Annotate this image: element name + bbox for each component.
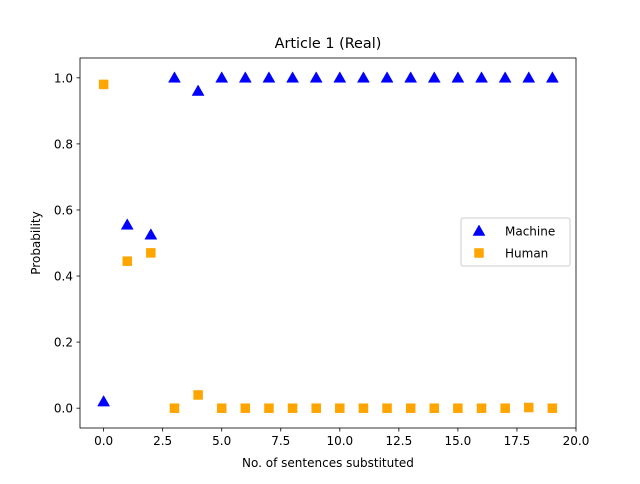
x-tick-label: 15.0 bbox=[445, 434, 472, 448]
machine-point bbox=[191, 84, 205, 96]
machine-point bbox=[309, 71, 323, 83]
series-machine bbox=[97, 71, 559, 407]
legend-human-label: Human bbox=[505, 247, 548, 261]
machine-point bbox=[451, 71, 465, 83]
x-tick-label: 2.5 bbox=[153, 434, 172, 448]
y-tick-label: 0.8 bbox=[54, 137, 73, 151]
x-tick-label: 12.5 bbox=[385, 434, 412, 448]
human-point bbox=[216, 403, 227, 413]
human-point bbox=[146, 248, 156, 258]
machine-point bbox=[356, 71, 370, 83]
x-axis: 0.0 2.5 5.0 7.5 10.0 12.5 15.0 17.5 20.0 bbox=[94, 428, 589, 448]
machine-point bbox=[97, 395, 111, 407]
legend-machine-marker bbox=[472, 224, 486, 236]
human-point bbox=[335, 403, 345, 413]
human-point bbox=[311, 403, 321, 413]
y-tick-label: 1.0 bbox=[54, 71, 73, 85]
machine-point bbox=[168, 71, 181, 83]
machine-point bbox=[427, 71, 441, 83]
machine-point bbox=[498, 71, 512, 83]
machine-point bbox=[144, 228, 158, 240]
machine-point bbox=[522, 71, 536, 83]
x-tick-label: 20.0 bbox=[563, 434, 590, 448]
x-tick-label: 5.0 bbox=[212, 434, 231, 448]
machine-point bbox=[120, 218, 134, 230]
x-tick-label: 7.5 bbox=[271, 434, 290, 448]
human-point bbox=[264, 403, 274, 413]
human-point bbox=[287, 403, 298, 413]
y-tick-label: 0.4 bbox=[54, 270, 73, 284]
machine-point bbox=[333, 71, 347, 83]
y-axis: 0.0 0.2 0.4 0.6 0.8 1.0 bbox=[54, 71, 80, 416]
human-point bbox=[122, 256, 132, 266]
human-point bbox=[193, 390, 203, 400]
human-point bbox=[405, 403, 416, 413]
legend-box bbox=[460, 217, 571, 267]
machine-point bbox=[238, 71, 252, 83]
machine-point bbox=[286, 71, 300, 83]
human-point bbox=[453, 403, 463, 413]
human-point bbox=[429, 403, 440, 413]
human-point bbox=[524, 402, 534, 413]
y-tick-label: 0.6 bbox=[54, 203, 73, 217]
human-point bbox=[240, 403, 251, 413]
y-axis-label: Probability bbox=[29, 211, 43, 274]
legend-human-marker bbox=[474, 248, 484, 258]
axes-frame bbox=[79, 57, 577, 429]
machine-point bbox=[262, 71, 276, 83]
x-tick-label: 10.0 bbox=[326, 434, 353, 448]
human-point bbox=[382, 403, 392, 413]
series-human bbox=[98, 79, 558, 413]
human-point bbox=[98, 79, 109, 90]
x-tick-label: 17.5 bbox=[504, 434, 531, 448]
human-point bbox=[500, 403, 510, 413]
machine-point bbox=[475, 71, 488, 83]
human-point bbox=[547, 403, 558, 413]
x-tick-label: 0.0 bbox=[94, 434, 113, 448]
human-point bbox=[169, 403, 180, 413]
y-tick-label: 0.2 bbox=[54, 336, 73, 350]
machine-point bbox=[545, 71, 559, 83]
machine-point bbox=[380, 71, 394, 83]
chart-title: Article 1 (Real) bbox=[275, 36, 382, 52]
human-point bbox=[476, 403, 487, 413]
legend: Machine Human bbox=[460, 217, 571, 267]
plot-area bbox=[79, 57, 577, 429]
human-point bbox=[358, 403, 369, 413]
machine-point bbox=[404, 71, 418, 83]
legend-machine-label: Machine bbox=[505, 225, 555, 239]
x-axis-label: No. of sentences substituted bbox=[242, 456, 414, 470]
machine-point bbox=[215, 71, 229, 83]
y-tick-label: 0.0 bbox=[54, 402, 73, 416]
